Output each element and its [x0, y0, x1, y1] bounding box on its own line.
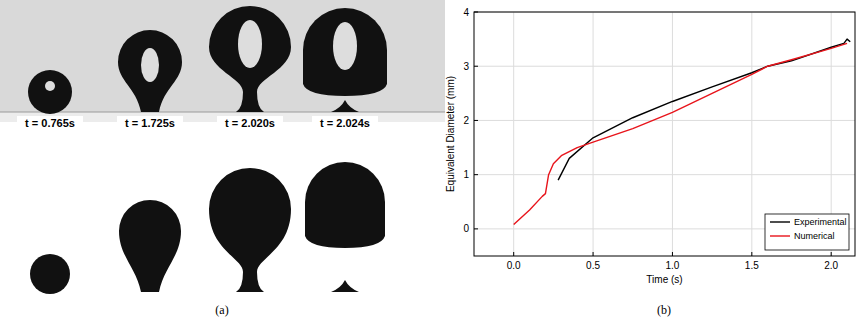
droplet	[28, 70, 72, 114]
grid-line	[751, 12, 752, 256]
grid-line	[672, 12, 673, 256]
grid-line	[474, 174, 855, 175]
tick	[593, 252, 594, 256]
legend-box	[765, 214, 849, 250]
photo-background	[0, 0, 445, 122]
tick	[474, 174, 478, 175]
chart: 0.0 0.5 1.0 1.5 2.0 0 1 2 3 4 Time (s) Equivalent D…	[445, 7, 855, 286]
legend-entry: Numerical	[794, 231, 835, 241]
grid-line	[474, 120, 855, 121]
time-label: t = 1.725s	[125, 117, 175, 129]
tick	[672, 252, 673, 256]
label-background	[217, 116, 283, 129]
y-axis-label: Equivalent Diameter (mm)	[445, 76, 456, 192]
highlight	[141, 48, 159, 82]
residual-droplet	[331, 280, 359, 292]
tick	[474, 120, 478, 121]
experiment-photos	[0, 0, 445, 122]
tick-label: 0.0	[507, 260, 521, 271]
tick	[474, 228, 478, 229]
legend: Experimental Numerical	[765, 214, 849, 250]
legend-swatch	[770, 235, 790, 236]
legend-swatch	[770, 221, 790, 222]
label-background	[312, 116, 378, 129]
tick-label: 2.0	[824, 260, 838, 271]
tick-label: 0.5	[586, 260, 600, 271]
series-line	[514, 43, 847, 224]
figure: t = 0.765s t = 1.725s t = 2.020s t = 2.024s…	[0, 0, 860, 321]
series-line	[558, 39, 850, 180]
tick-label: 1.0	[665, 260, 679, 271]
grid-line	[474, 66, 855, 67]
highlight	[333, 22, 357, 70]
droplet	[303, 8, 387, 96]
highlight	[238, 20, 262, 68]
tick-label: 1	[463, 169, 469, 180]
time-label: t = 2.020s	[225, 117, 275, 129]
droplet	[119, 200, 181, 292]
droplet	[30, 254, 70, 294]
x-axis-label: Time (s)	[646, 274, 682, 285]
grid-line	[513, 12, 514, 256]
plot-frame	[474, 12, 855, 256]
time-label: t = 2.024s	[320, 117, 370, 129]
panel-label: (b)	[657, 303, 671, 317]
legend-entry: Experimental	[794, 217, 847, 227]
droplet	[118, 30, 182, 112]
tick-label: 0	[463, 223, 469, 234]
tick-label: 4	[463, 7, 469, 18]
tick	[751, 252, 752, 256]
tick	[513, 252, 514, 256]
simulation-frames	[30, 162, 385, 294]
droplet	[209, 6, 291, 112]
tick	[831, 252, 832, 256]
label-background	[17, 116, 83, 129]
time-label: t = 0.765s	[25, 117, 75, 129]
series-group	[514, 39, 851, 224]
highlight	[45, 81, 55, 91]
droplet	[305, 162, 385, 248]
tick-label: 3	[463, 61, 469, 72]
tick-label: 1.5	[745, 260, 759, 271]
tick	[474, 66, 478, 67]
grid-line	[593, 12, 594, 256]
residual-droplet	[331, 100, 359, 112]
tick-label: 2	[463, 115, 469, 126]
panel-label: (a)	[215, 303, 228, 317]
droplet	[209, 168, 291, 292]
substrate-line	[0, 112, 445, 113]
label-background	[117, 116, 183, 129]
